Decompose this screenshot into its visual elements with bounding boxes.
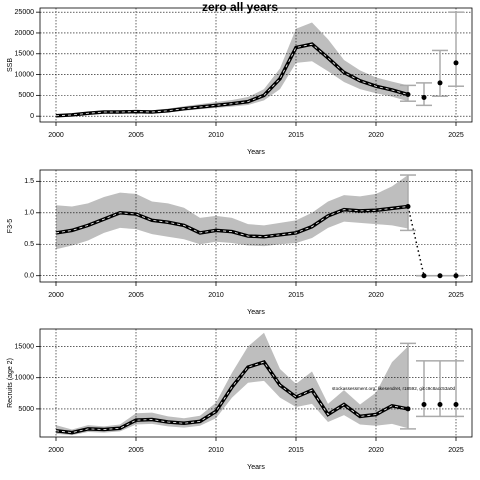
y-tick-label: 0 [30,113,34,120]
projection-point [405,406,411,412]
x-tick-label: 2020 [368,447,384,454]
x-tick-label: 2000 [48,132,64,139]
confidence-band [56,22,408,116]
plot-frame [39,328,473,438]
projection-point [437,402,443,408]
x-axis-label: Years [247,464,265,471]
y-tick-label: 0.5 [24,241,34,248]
x-tick-label: 2010 [208,447,224,454]
x-axis-label: Years [247,149,265,156]
confidence-band [56,175,408,250]
projection-point [453,402,459,408]
y-tick-label: 10000 [15,71,35,78]
y-tick-label: 5000 [18,406,34,413]
confidence-band [56,332,408,436]
projection-point [453,273,459,279]
x-tick-label: 2025 [448,447,464,454]
projection-point [421,402,427,408]
y-tick-label: 5000 [18,92,34,99]
y-tick-label: 20000 [15,30,35,37]
x-tick-label: 2005 [128,447,144,454]
y-tick-label: 10000 [15,375,35,382]
estimate-line [55,42,409,118]
projection-point [421,94,427,100]
estimate-line-highlight [55,206,409,238]
y-tick-label: 25000 [15,9,35,16]
x-tick-label: 2010 [208,132,224,139]
plot-frame [39,7,473,123]
projection-point [405,203,411,209]
y-tick-label: 15000 [15,51,35,58]
projection-point [453,60,459,66]
x-tick-label: 2015 [288,292,304,299]
chart-title: zero all years [202,0,278,14]
x-tick-label: 2025 [448,292,464,299]
y-axis-label: SSB [7,58,14,72]
projection-point [437,273,443,279]
y-tick-label: 1.0 [24,210,34,217]
y-tick-label: 15000 [15,343,35,350]
x-tick-label: 2015 [288,447,304,454]
estimate-line-highlight [55,361,409,434]
x-tick-label: 2020 [368,292,384,299]
x-tick-label: 2005 [128,292,144,299]
projection-point [405,92,411,98]
projection-point [421,273,427,279]
x-tick-label: 2010 [208,292,224,299]
projection-point [437,80,443,86]
x-tick-label: 2025 [448,132,464,139]
plot-frame [39,169,473,283]
annotation: stockassessment.org, likesendret, r18592… [332,386,456,391]
x-tick-label: 2015 [288,132,304,139]
y-axis-label: Recruits (age 2) [7,358,14,408]
estimate-line-highlight [55,43,409,117]
y-tick-label: 1.5 [24,178,34,185]
x-tick-label: 2020 [368,132,384,139]
x-tick-label: 2005 [128,132,144,139]
x-axis-label: Years [247,309,265,316]
y-tick-label: 0.0 [24,273,34,280]
projection-line [407,206,456,277]
x-tick-label: 2000 [48,292,64,299]
x-tick-label: 2000 [48,447,64,454]
y-axis-label: F3-5 [7,219,14,234]
